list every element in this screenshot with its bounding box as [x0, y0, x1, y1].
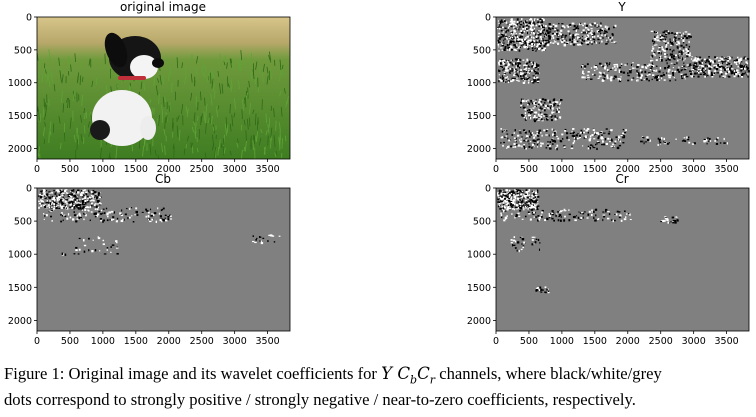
photo-puppy — [37, 17, 290, 159]
x-tick-label: 1500 — [583, 164, 607, 175]
x-tick-label: 0 — [493, 336, 499, 347]
panel-y: Y 0 500 1000 1500 2000 2500 3000 3500 0 500 1000 15… — [467, 0, 750, 175]
x-tick-label: 3000 — [682, 336, 706, 347]
y-tick-label: 1000 — [8, 78, 32, 89]
x-tick-label: 1000 — [91, 164, 115, 175]
panel-title-cb: Cb — [155, 172, 171, 186]
y-tick-label: 1500 — [467, 111, 491, 122]
y-tick-label: 500 — [473, 217, 491, 228]
x-tick-label: 0 — [493, 164, 499, 175]
x-tick-label: 2000 — [616, 164, 640, 175]
x-tick-label: 2500 — [649, 164, 673, 175]
y-tick-label: 500 — [473, 45, 491, 56]
y-tick-label: 500 — [14, 217, 32, 228]
x-tick-label: 500 — [520, 336, 538, 347]
caption-prefix: Figure 1: Original image and its wavelet… — [4, 364, 377, 383]
caption-line-1: Figure 1: Original image and its wavelet… — [4, 364, 752, 390]
x-tick-label: 1000 — [550, 164, 574, 175]
x-tick-label: 0 — [34, 336, 40, 347]
y-tick-label: 0 — [26, 13, 32, 24]
caption-line-2: dots correspond to strongly positive / s… — [4, 390, 636, 410]
x-tick-label: 1500 — [124, 336, 148, 347]
x-tick-label: 3500 — [256, 336, 280, 347]
x-tick-label: 1000 — [550, 336, 574, 347]
y-tick-label: 1000 — [8, 250, 32, 261]
x-tick-label: 500 — [61, 164, 79, 175]
caption-after-math: channels, where black/white/grey — [439, 364, 662, 383]
x-tick-label: 3000 — [223, 336, 247, 347]
panel-cr: Cr 0 500 1000 1500 2000 2500 3000 3500 0 500 1000 1… — [467, 172, 750, 347]
x-tick-label: 2500 — [190, 336, 214, 347]
caption-math: Y CbCr — [381, 364, 436, 387]
x-tick-label: 0 — [34, 164, 40, 175]
x-tick-label: 2000 — [157, 336, 181, 347]
panel-title-cr: Cr — [615, 172, 628, 186]
y-tick-label: 0 — [485, 184, 491, 195]
panel-cb: Cb 0 500 1000 1500 2000 2500 3000 3500 0 500 1000 1… — [8, 172, 291, 347]
x-tick-label: 3500 — [715, 164, 739, 175]
x-tick-label: 3500 — [715, 336, 739, 347]
coefficient-dots-cb — [38, 189, 281, 256]
x-tick-label: 1000 — [91, 336, 115, 347]
x-tick-label: 2000 — [616, 336, 640, 347]
coefficient-dots-cr — [497, 189, 679, 294]
y-tick-label: 0 — [26, 184, 32, 195]
x-tick-label: 2500 — [190, 164, 214, 175]
x-tick-label: 2000 — [157, 164, 181, 175]
y-tick-label: 1500 — [8, 111, 32, 122]
x-tick-label: 3000 — [682, 164, 706, 175]
x-tick-label: 500 — [61, 336, 79, 347]
panel-original: original image 0 500 1000 1500 2000 2500 3000 3… — [8, 0, 291, 175]
y-tick-label: 1000 — [467, 250, 491, 261]
y-tick-label: 2000 — [8, 316, 32, 327]
y-tick-label: 2000 — [467, 144, 491, 155]
x-tick-label: 1500 — [124, 164, 148, 175]
y-tick-label: 1500 — [467, 283, 491, 294]
y-tick-label: 0 — [485, 13, 491, 24]
x-tick-label: 3000 — [223, 164, 247, 175]
y-tick-label: 2000 — [467, 316, 491, 327]
figure-canvas: original image 0 500 1000 1500 2000 2500 3000 3… — [8, 0, 750, 347]
y-tick-label: 500 — [14, 45, 32, 56]
y-tick-label: 1500 — [8, 283, 32, 294]
y-tick-label: 1000 — [467, 78, 491, 89]
panel-title-y: Y — [617, 0, 626, 14]
x-tick-label: 3500 — [256, 164, 280, 175]
figure-caption: Figure 1: Original image and its wavelet… — [4, 364, 752, 410]
x-tick-label: 500 — [520, 164, 538, 175]
x-tick-label: 2500 — [649, 336, 673, 347]
y-tick-label: 2000 — [8, 144, 32, 155]
panel-title-original: original image — [120, 0, 206, 14]
x-tick-label: 1500 — [583, 336, 607, 347]
